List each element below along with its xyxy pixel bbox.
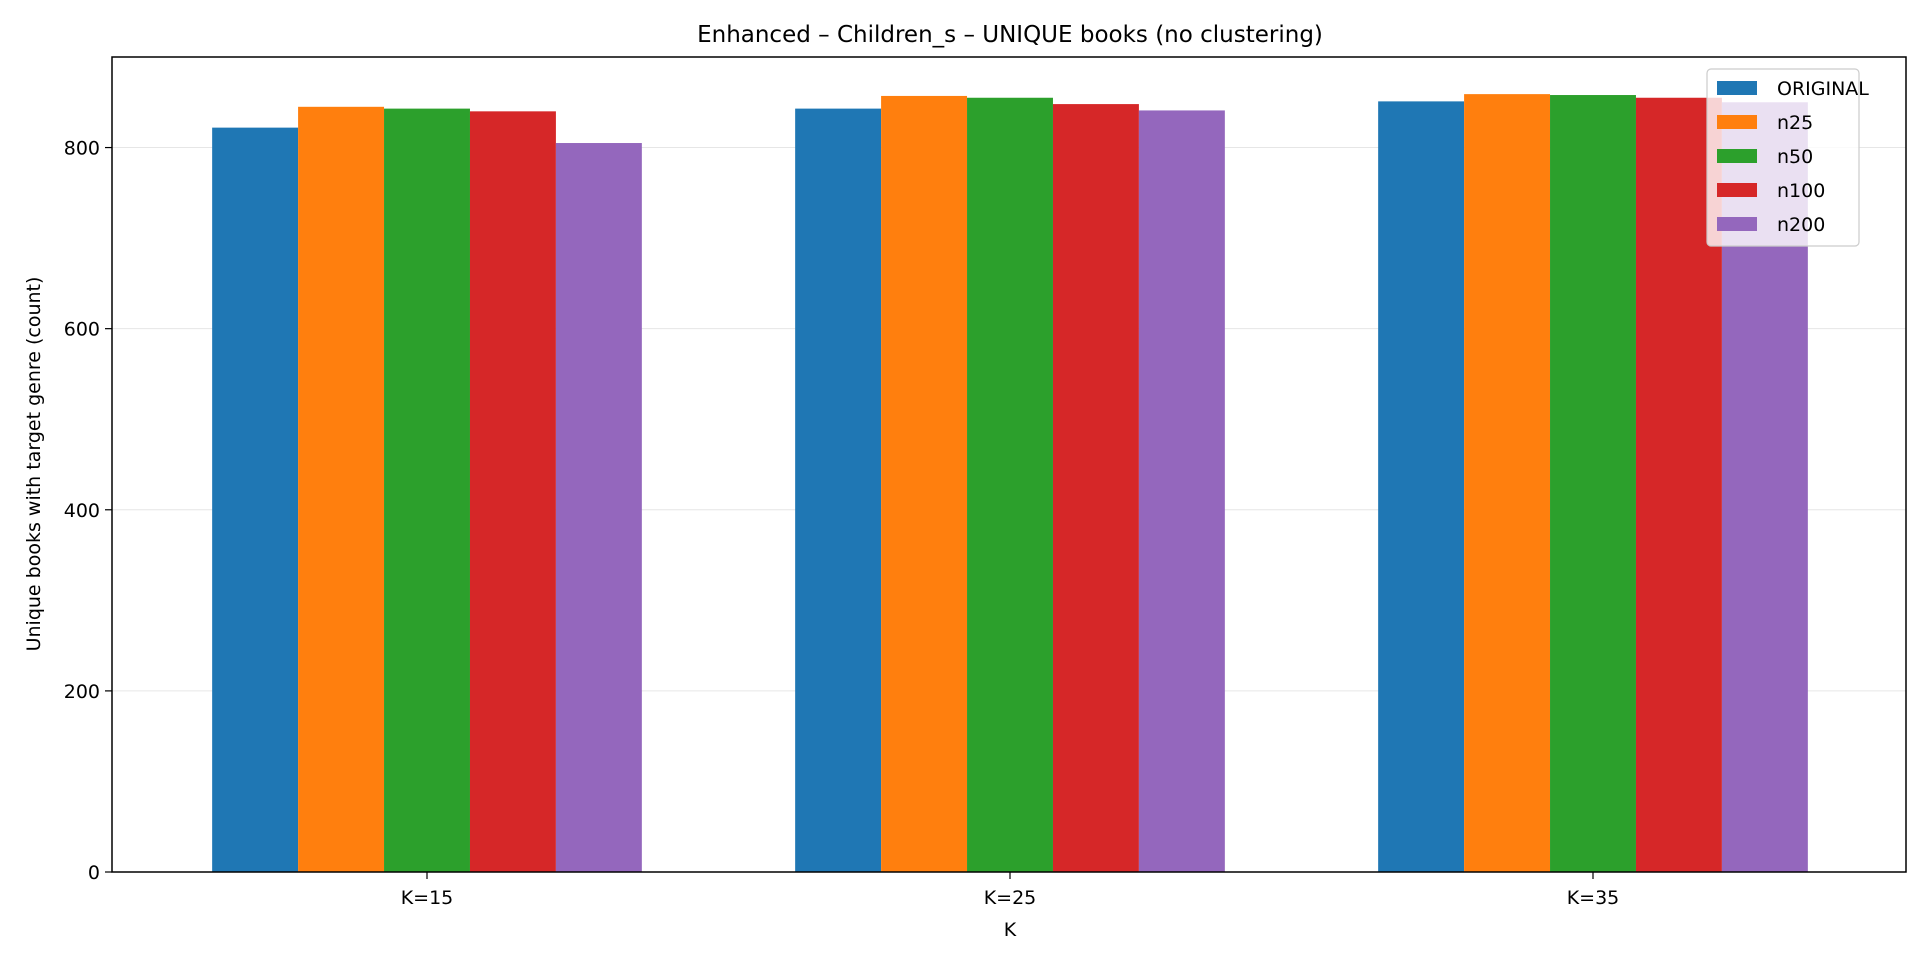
legend-label-n100: n100 [1777,180,1825,202]
bar-original-k25 [795,108,882,872]
y-axis: 0 200 400 600 800 [64,138,112,884]
bar-original-k35 [1378,101,1465,873]
y-axis-label: Unique books with target genre (count) [23,277,45,652]
bar-n100-k15 [469,111,556,873]
y-tick-label: 600 [64,319,100,341]
y-tick-label: 200 [64,681,100,703]
bar-n200-k15 [555,143,642,872]
legend-swatch-n200 [1717,217,1757,231]
plot-frame [111,56,1907,873]
legend-label-n25: n25 [1777,112,1813,134]
bar-n50-k25 [967,97,1053,872]
bar-n25-k25 [881,95,968,872]
chart-title: Enhanced – Children_s – UNIQUE books (no… [697,22,1323,48]
bar-n25-k35 [1464,94,1551,872]
y-tick-label: 800 [64,138,100,160]
bar-n200-k25 [1138,110,1225,872]
legend-swatch-n100 [1717,183,1757,197]
bar-n50-k35 [1550,95,1636,873]
x-axis: K=15 K=25 K=35 [401,872,1620,909]
legend-label-n200: n200 [1777,214,1825,236]
legend-swatch-n50 [1717,149,1757,163]
x-axis-label: K [1004,919,1017,941]
legend-label-original: ORIGINAL [1777,78,1869,100]
x-tick-label: K=15 [401,887,454,909]
x-tick-label: K=25 [984,887,1037,909]
bar-n50-k15 [384,108,470,872]
y-tick-label: 0 [88,862,100,884]
bar-n25-k15 [298,106,385,873]
legend-swatch-n25 [1717,115,1757,129]
legend: ORIGINAL n25 n50 n100 n200 [1706,68,1869,247]
bar-original-k15 [212,127,299,873]
y-tick-label: 400 [64,500,100,522]
bar-n100-k25 [1052,104,1139,873]
legend-box [1706,68,1860,247]
x-tick-label: K=35 [1567,887,1620,909]
bars [212,94,1808,873]
legend-label-n50: n50 [1777,146,1813,168]
legend-swatch-original [1717,81,1757,95]
